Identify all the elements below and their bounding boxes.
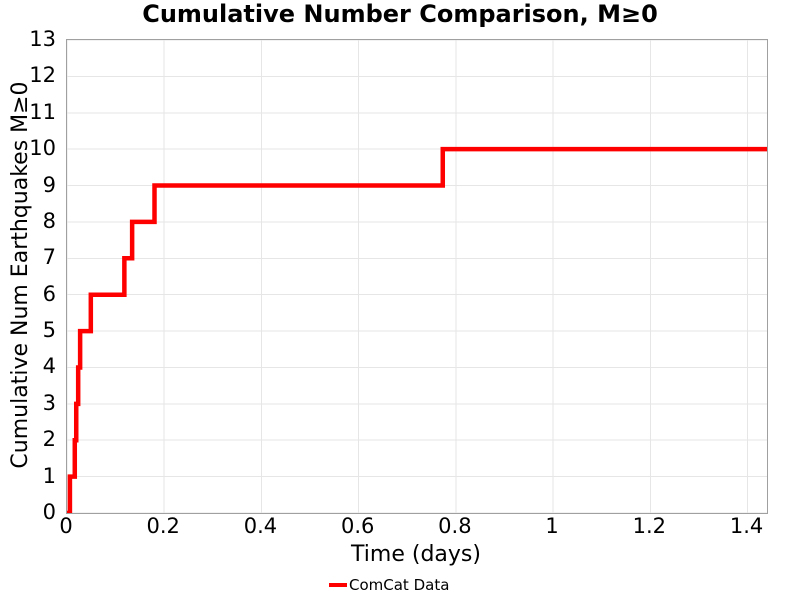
plot-area — [66, 39, 768, 514]
y-tick-label: 10 — [29, 136, 56, 161]
x-tick-label: 1.4 — [729, 514, 764, 538]
x-tick-label: 0 — [59, 514, 73, 538]
legend: ComCat Data — [329, 573, 449, 597]
x-tick-label: 1 — [545, 514, 559, 538]
comcat-data-line — [67, 146, 767, 513]
x-tick-label: 1.2 — [632, 514, 667, 538]
y-tick-label: 8 — [42, 208, 56, 233]
y-tick-label: 3 — [42, 390, 56, 415]
y-tick-label: 13 — [29, 27, 56, 51]
plot-svg — [67, 40, 767, 513]
chart-title: Cumulative Number Comparison, M≥0 — [142, 0, 658, 28]
y-tick-label: 6 — [42, 281, 56, 306]
x-tick-label: 0.4 — [243, 514, 278, 538]
x-tick-label: 0.2 — [146, 514, 180, 538]
y-tick-label: 11 — [29, 99, 56, 124]
y-tick-label: 7 — [42, 245, 56, 270]
legend-label: ComCat Data — [349, 576, 450, 594]
y-tick-label: 4 — [42, 354, 56, 379]
y-tick-label: 1 — [42, 463, 56, 488]
x-tick-label: 0.6 — [340, 514, 375, 538]
x-axis-label: Time (days) — [351, 542, 481, 567]
legend-line-marker — [329, 582, 347, 588]
y-tick-label: 2 — [42, 427, 56, 452]
x-tick-label: 0.8 — [438, 514, 472, 538]
y-tick-label: 12 — [29, 63, 56, 88]
y-tick-label: 5 — [42, 318, 56, 343]
y-tick-label: 0 — [42, 500, 56, 524]
y-tick-label: 9 — [42, 172, 56, 197]
gridlines — [67, 40, 767, 513]
